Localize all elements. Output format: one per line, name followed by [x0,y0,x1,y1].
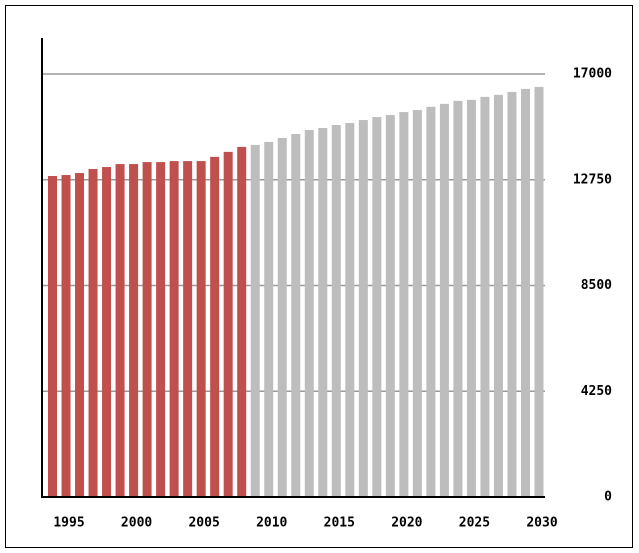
x-tick-label: 2030 [526,516,557,531]
bar [372,117,382,497]
bar [48,176,57,498]
bar [331,125,341,498]
bar [88,169,98,497]
y-tick-label: 0 [604,490,612,505]
bar [480,96,490,498]
bar [61,175,71,498]
bar [291,133,301,497]
bar [264,141,274,497]
bar [277,137,287,498]
bar [223,151,233,497]
bar [237,146,247,498]
bar [466,99,476,497]
y-tick-label: 12750 [573,172,612,187]
bar [115,164,125,498]
bar [304,129,314,497]
bar [196,161,206,497]
x-tick-label: 2025 [459,516,490,531]
y-tick-label: 4250 [581,384,612,399]
y-tick-label: 8500 [581,278,612,293]
bar [358,120,368,498]
bar [183,161,193,497]
bar [102,167,112,497]
bar [534,86,544,498]
x-tick-label: 2000 [121,516,152,531]
bar [412,110,422,498]
bar [385,115,395,498]
bar [210,156,220,498]
bar [250,144,260,497]
x-tick-label: 2015 [324,516,355,531]
bar [75,173,85,497]
x-tick-label: 2005 [188,516,219,531]
bar [453,100,463,498]
bar [156,162,166,497]
frame [5,5,633,548]
bar [142,162,152,497]
bar [439,103,449,497]
bar [520,88,530,497]
bar [426,106,436,498]
bar [318,127,328,498]
x-tick-label: 2020 [391,516,422,531]
x-tick-label: 1995 [53,516,84,531]
bar [169,161,179,497]
x-tick-label: 2010 [256,516,287,531]
bars [48,86,544,498]
bar [129,164,139,498]
bar [493,94,503,497]
bar [399,112,409,497]
bar [507,91,517,498]
y-tick-label: 17000 [573,67,612,82]
bar [345,123,355,497]
